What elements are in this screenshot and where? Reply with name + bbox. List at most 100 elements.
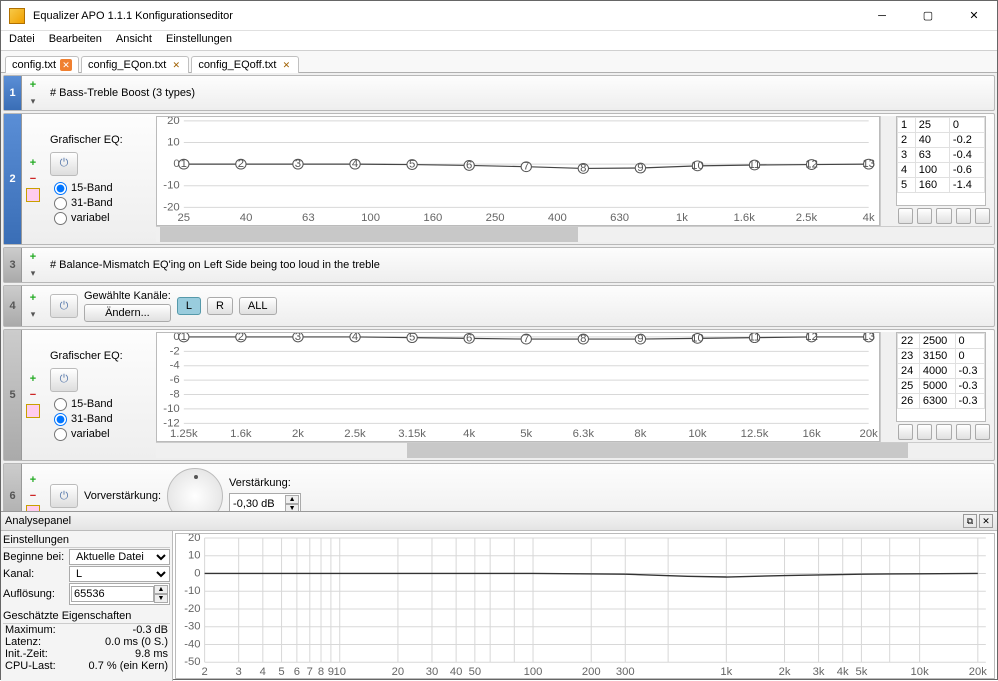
- svg-text:8k: 8k: [634, 428, 646, 440]
- import-icon[interactable]: [917, 208, 932, 224]
- svg-text:3: 3: [295, 333, 301, 343]
- settings-header: Einstellungen: [3, 533, 170, 548]
- band-selection: 15-Band 31-Band variabel: [54, 398, 148, 441]
- graph-scrollbar-v[interactable]: [880, 116, 896, 226]
- remove-icon[interactable]: −: [26, 489, 40, 503]
- remove-icon[interactable]: −: [26, 388, 40, 402]
- svg-text:4k: 4k: [863, 212, 875, 224]
- row-number[interactable]: 4: [4, 286, 22, 326]
- radio-variabel[interactable]: variabel: [54, 428, 148, 441]
- edit-icon[interactable]: [26, 404, 40, 418]
- row-number[interactable]: 3: [4, 248, 22, 282]
- menu-einstellungen[interactable]: Einstellungen: [166, 33, 232, 48]
- svg-text:0: 0: [194, 568, 200, 580]
- svg-text:50: 50: [469, 666, 482, 678]
- add-icon[interactable]: +: [26, 473, 40, 487]
- svg-text:1.25k: 1.25k: [170, 428, 198, 440]
- row-number[interactable]: 5: [4, 330, 22, 460]
- resolution-input[interactable]: [71, 586, 154, 602]
- menu-bearbeiten[interactable]: Bearbeiten: [49, 33, 102, 48]
- minimize-button[interactable]: ─: [859, 1, 905, 31]
- curve1-icon[interactable]: [936, 424, 951, 440]
- power-button[interactable]: ⏻: [50, 152, 78, 176]
- expand-icon[interactable]: ▾: [26, 266, 40, 280]
- close-icon[interactable]: ✕: [280, 59, 292, 71]
- save-icon[interactable]: [898, 208, 913, 224]
- edit-icon[interactable]: [26, 188, 40, 202]
- svg-text:1k: 1k: [676, 212, 688, 224]
- curve2-icon[interactable]: [956, 208, 971, 224]
- tab-eqoff[interactable]: config_EQoff.txt ✕: [191, 56, 299, 73]
- expand-icon[interactable]: ▾: [26, 307, 40, 321]
- kanal-select[interactable]: L: [69, 566, 170, 582]
- close-icon[interactable]: ✕: [170, 59, 182, 71]
- svg-text:5k: 5k: [856, 666, 868, 678]
- svg-text:200: 200: [582, 666, 601, 678]
- remove-icon[interactable]: −: [26, 172, 40, 186]
- gain-label: Verstärkung:: [229, 477, 301, 489]
- curve1-icon[interactable]: [936, 208, 951, 224]
- begin-select[interactable]: Aktuelle Datei: [69, 549, 170, 565]
- svg-text:8: 8: [580, 163, 586, 175]
- tab-label: config_EQoff.txt: [198, 59, 276, 71]
- undock-icon[interactable]: ⧉: [963, 514, 977, 528]
- gain-knob[interactable]: [167, 468, 223, 511]
- tab-config[interactable]: config.txt ✕: [5, 56, 79, 73]
- close-icon[interactable]: ✕: [60, 59, 72, 71]
- svg-text:2.5k: 2.5k: [344, 428, 366, 440]
- eq-data-table[interactable]: 22250002331500244000-0.3255000-0.3266300…: [896, 332, 986, 422]
- spin-up[interactable]: ▲: [285, 495, 299, 504]
- band-selection: 15-Band 31-Band variabel: [54, 182, 148, 225]
- tab-eqon[interactable]: config_EQon.txt ✕: [81, 56, 189, 73]
- power-button[interactable]: ⏻: [50, 484, 78, 508]
- svg-text:-50: -50: [184, 656, 200, 668]
- analysis-plot[interactable]: 20100-10-20-30-40-5023456789102030405010…: [175, 533, 995, 679]
- row-number[interactable]: 1: [4, 76, 22, 110]
- import-icon[interactable]: [917, 424, 932, 440]
- svg-text:12: 12: [805, 159, 818, 171]
- svg-text:30: 30: [426, 666, 439, 678]
- graph-scrollbar-h[interactable]: [156, 226, 992, 242]
- edit-icon[interactable]: [26, 505, 40, 511]
- svg-text:-20: -20: [184, 603, 200, 615]
- menu-datei[interactable]: Datei: [9, 33, 35, 48]
- svg-text:63: 63: [302, 212, 315, 224]
- radio-31band[interactable]: 31-Band: [54, 413, 148, 426]
- radio-variabel[interactable]: variabel: [54, 212, 148, 225]
- row-number[interactable]: 2: [4, 114, 22, 244]
- add-icon[interactable]: +: [26, 156, 40, 170]
- channel-ALL[interactable]: ALL: [239, 297, 277, 315]
- channel-R[interactable]: R: [207, 297, 233, 315]
- spin-down[interactable]: ▼: [285, 504, 299, 511]
- radio-31band[interactable]: 31-Band: [54, 197, 148, 210]
- row-number[interactable]: 6: [4, 464, 22, 511]
- channel-L[interactable]: L: [177, 297, 201, 315]
- change-button[interactable]: Ändern...: [84, 304, 171, 322]
- graph-scrollbar-h[interactable]: [156, 442, 992, 458]
- reset-icon[interactable]: [975, 208, 990, 224]
- svg-text:9: 9: [637, 333, 643, 345]
- add-icon[interactable]: +: [26, 78, 40, 92]
- eq-data-table[interactable]: 1250240-0.2363-0.44100-0.65160-1.4: [896, 116, 986, 206]
- curve2-icon[interactable]: [956, 424, 971, 440]
- expand-icon[interactable]: ▾: [26, 94, 40, 108]
- save-icon[interactable]: [898, 424, 913, 440]
- add-icon[interactable]: +: [26, 291, 40, 305]
- graph-scrollbar-v[interactable]: [880, 332, 896, 442]
- power-button[interactable]: ⏻: [50, 294, 78, 318]
- eq-graph[interactable]: 0-2-4-6-8-10-121.25k1.6k2k2.5k3.15k4k5k6…: [156, 332, 880, 442]
- menu-ansicht[interactable]: Ansicht: [116, 33, 152, 48]
- close-button[interactable]: ✕: [951, 1, 997, 31]
- svg-text:20k: 20k: [860, 428, 879, 440]
- maximize-button[interactable]: ▢: [905, 1, 951, 31]
- reset-icon[interactable]: [975, 424, 990, 440]
- app-icon: [9, 8, 25, 24]
- gain-input[interactable]: ▲▼: [229, 493, 301, 511]
- close-icon[interactable]: ✕: [979, 514, 993, 528]
- radio-15band[interactable]: 15-Band: [54, 398, 148, 411]
- eq-graph[interactable]: 20100-10-202540631001602504006301k1.6k2.…: [156, 116, 880, 226]
- add-icon[interactable]: +: [26, 372, 40, 386]
- radio-15band[interactable]: 15-Band: [54, 182, 148, 195]
- add-icon[interactable]: +: [26, 250, 40, 264]
- power-button[interactable]: ⏻: [50, 368, 78, 392]
